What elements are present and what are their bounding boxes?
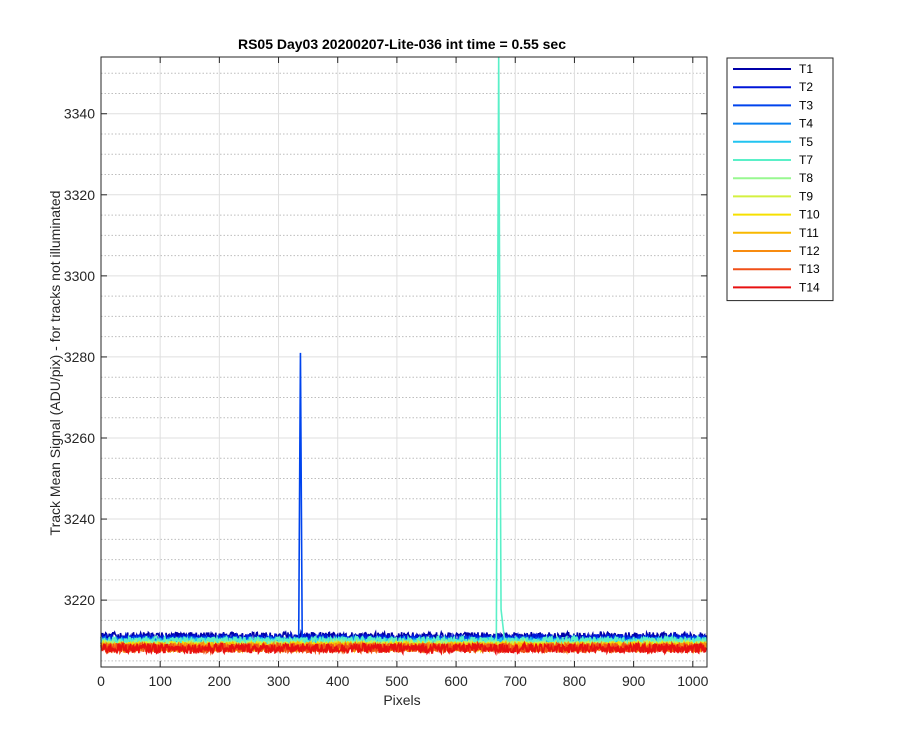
plot-area: 0 100 200 300 400 500 600 700 800 900 1000 3220 3240… — [64, 56, 709, 689]
y-axis-label: Track Mean Signal (ADU/pix) - for tracks… — [47, 191, 63, 536]
legend-label-T2: T2 — [799, 80, 813, 94]
x-axis-label: Pixels — [383, 692, 420, 708]
x-tick-label: 800 — [563, 673, 587, 689]
legend-label-T1: T1 — [799, 62, 813, 76]
series-lines — [100, 56, 708, 657]
x-tick-label: 300 — [267, 673, 291, 689]
series-line-T14 — [100, 640, 707, 657]
y-tick-label: 3240 — [64, 511, 95, 527]
legend-label-T8: T8 — [799, 171, 813, 185]
x-tick-label: 1000 — [677, 673, 708, 689]
y-tick-label: 3260 — [64, 430, 95, 446]
chart-title: RS05 Day03 20200207-Lite-036 int time = … — [238, 36, 566, 52]
legend-label-T14: T14 — [799, 280, 820, 294]
x-tick-label: 700 — [504, 673, 528, 689]
axes-box — [100, 56, 708, 668]
legend-label-T11: T11 — [799, 226, 819, 240]
y-tick-label: 3320 — [64, 187, 95, 203]
x-tick-label: 200 — [208, 673, 232, 689]
legend-label-T10: T10 — [799, 208, 820, 222]
x-tick-label: 400 — [326, 673, 350, 689]
legend-label-T9: T9 — [799, 189, 813, 203]
x-tick-label: 600 — [444, 673, 468, 689]
legend-box — [726, 57, 834, 302]
legend-label-T12: T12 — [799, 244, 820, 258]
ticks: 0 100 200 300 400 500 600 700 800 900 1000 3220 3240… — [64, 57, 709, 689]
x-tick-label: 100 — [149, 673, 173, 689]
y-tick-label: 3340 — [64, 106, 95, 122]
legend-label-T4: T4 — [799, 117, 813, 131]
legend-label-T3: T3 — [799, 98, 813, 112]
grid-lines — [100, 57, 707, 667]
legend-label-T5: T5 — [799, 135, 813, 149]
y-tick-label: 3300 — [64, 268, 95, 284]
x-tick-label: 0 — [97, 673, 105, 689]
x-tick-label: 900 — [622, 673, 646, 689]
legend-label-T13: T13 — [799, 262, 820, 276]
legend: T1 T2 T3 T4 T5 T7 T8 T9 T10 T11 T12 T13 T14 — [726, 57, 834, 302]
y-tick-label: 3220 — [64, 592, 95, 608]
x-tick-label: 500 — [385, 673, 409, 689]
y-tick-label: 3280 — [64, 349, 95, 365]
legend-label-T7: T7 — [799, 153, 813, 167]
